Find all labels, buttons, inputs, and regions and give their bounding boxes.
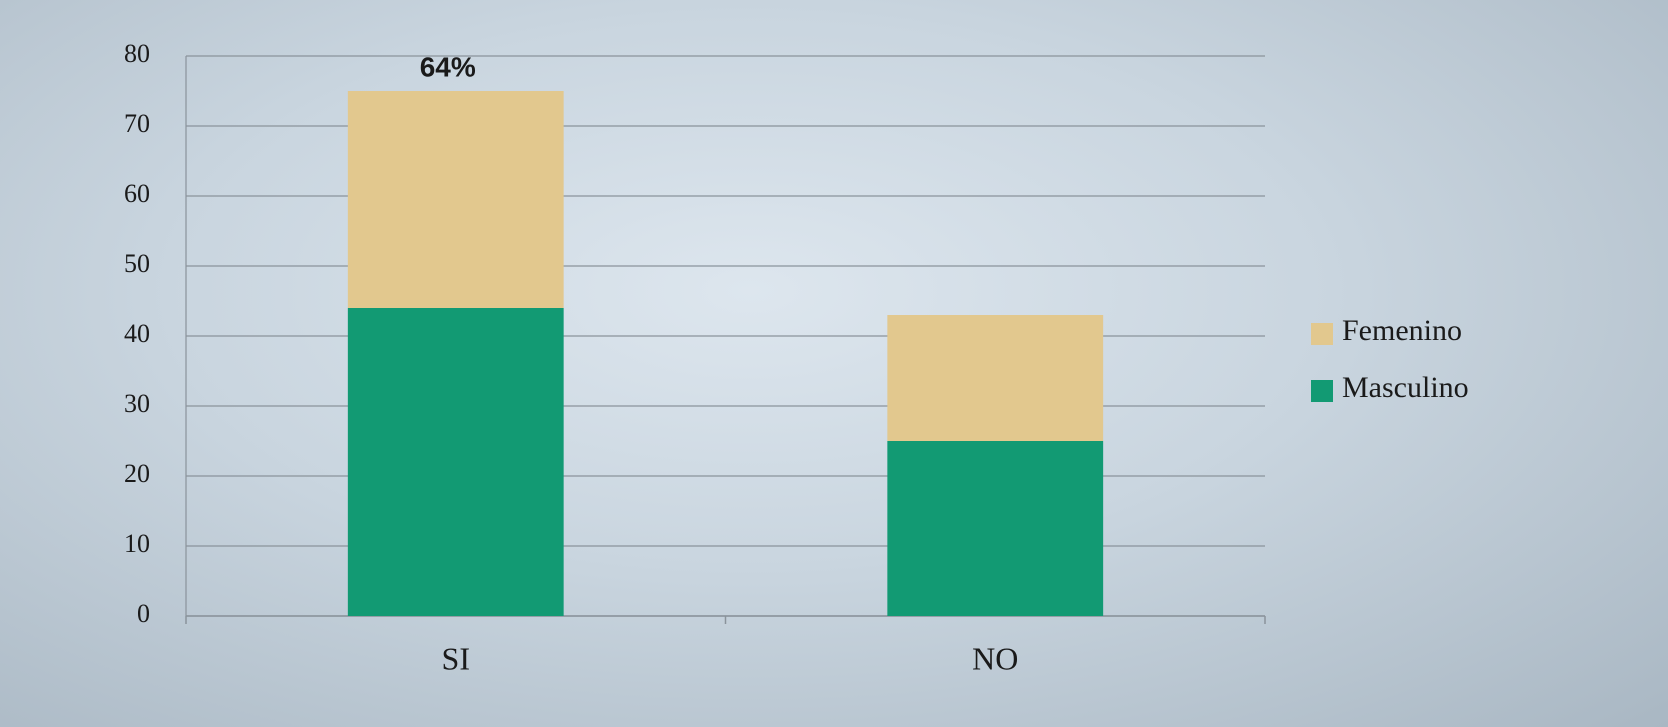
y-tick-label: 30 — [124, 389, 150, 418]
legend-swatch — [1311, 380, 1333, 402]
y-tick-label: 70 — [124, 109, 150, 138]
y-tick-label: 10 — [124, 529, 150, 558]
y-tick-label: 40 — [124, 319, 150, 348]
bar-segment — [347, 308, 564, 616]
legend-label: Masculino — [1342, 371, 1469, 404]
y-tick-label: 20 — [124, 459, 150, 488]
bar-segment — [347, 91, 564, 308]
y-tick-label: 0 — [137, 599, 150, 628]
bar-segment — [887, 315, 1104, 441]
bar-segment — [887, 441, 1104, 616]
x-tick-label: SI — [442, 640, 470, 676]
annotation: 64% — [420, 51, 476, 82]
y-tick-label: 60 — [124, 179, 150, 208]
y-tick-label: 50 — [124, 249, 150, 278]
y-tick-label: 80 — [124, 39, 150, 68]
legend-swatch — [1311, 323, 1333, 345]
x-tick-label: NO — [972, 640, 1018, 676]
legend-label: Femenino — [1342, 314, 1462, 347]
